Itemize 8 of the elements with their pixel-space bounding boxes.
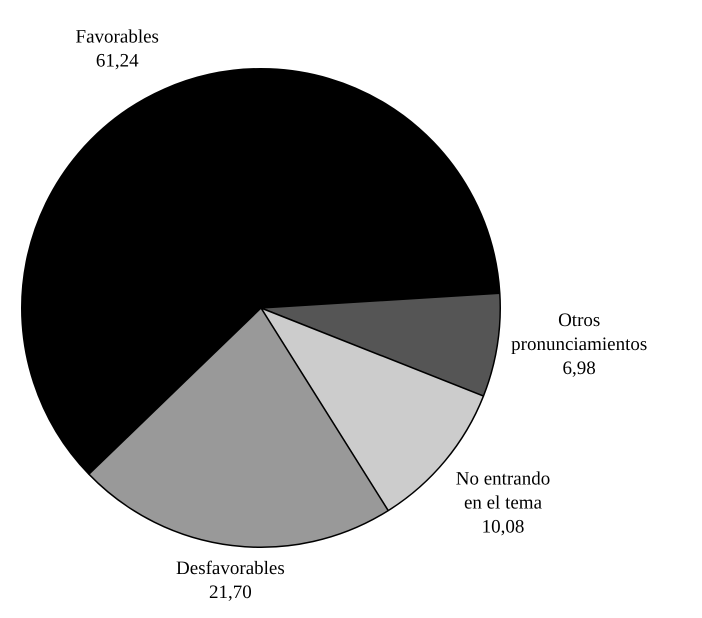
data-label: 21,70 bbox=[209, 582, 252, 603]
slice-label: Desfavorables bbox=[176, 558, 285, 579]
data-label: 10,08 bbox=[482, 516, 524, 538]
slice-label: Otros pronunciamientos bbox=[511, 310, 648, 356]
data-label: 61,24 bbox=[96, 50, 140, 72]
slice-label: Favorables bbox=[76, 26, 159, 48]
data-label: 6,98 bbox=[562, 358, 596, 380]
slice-label: No entrando en el tema bbox=[456, 468, 550, 514]
